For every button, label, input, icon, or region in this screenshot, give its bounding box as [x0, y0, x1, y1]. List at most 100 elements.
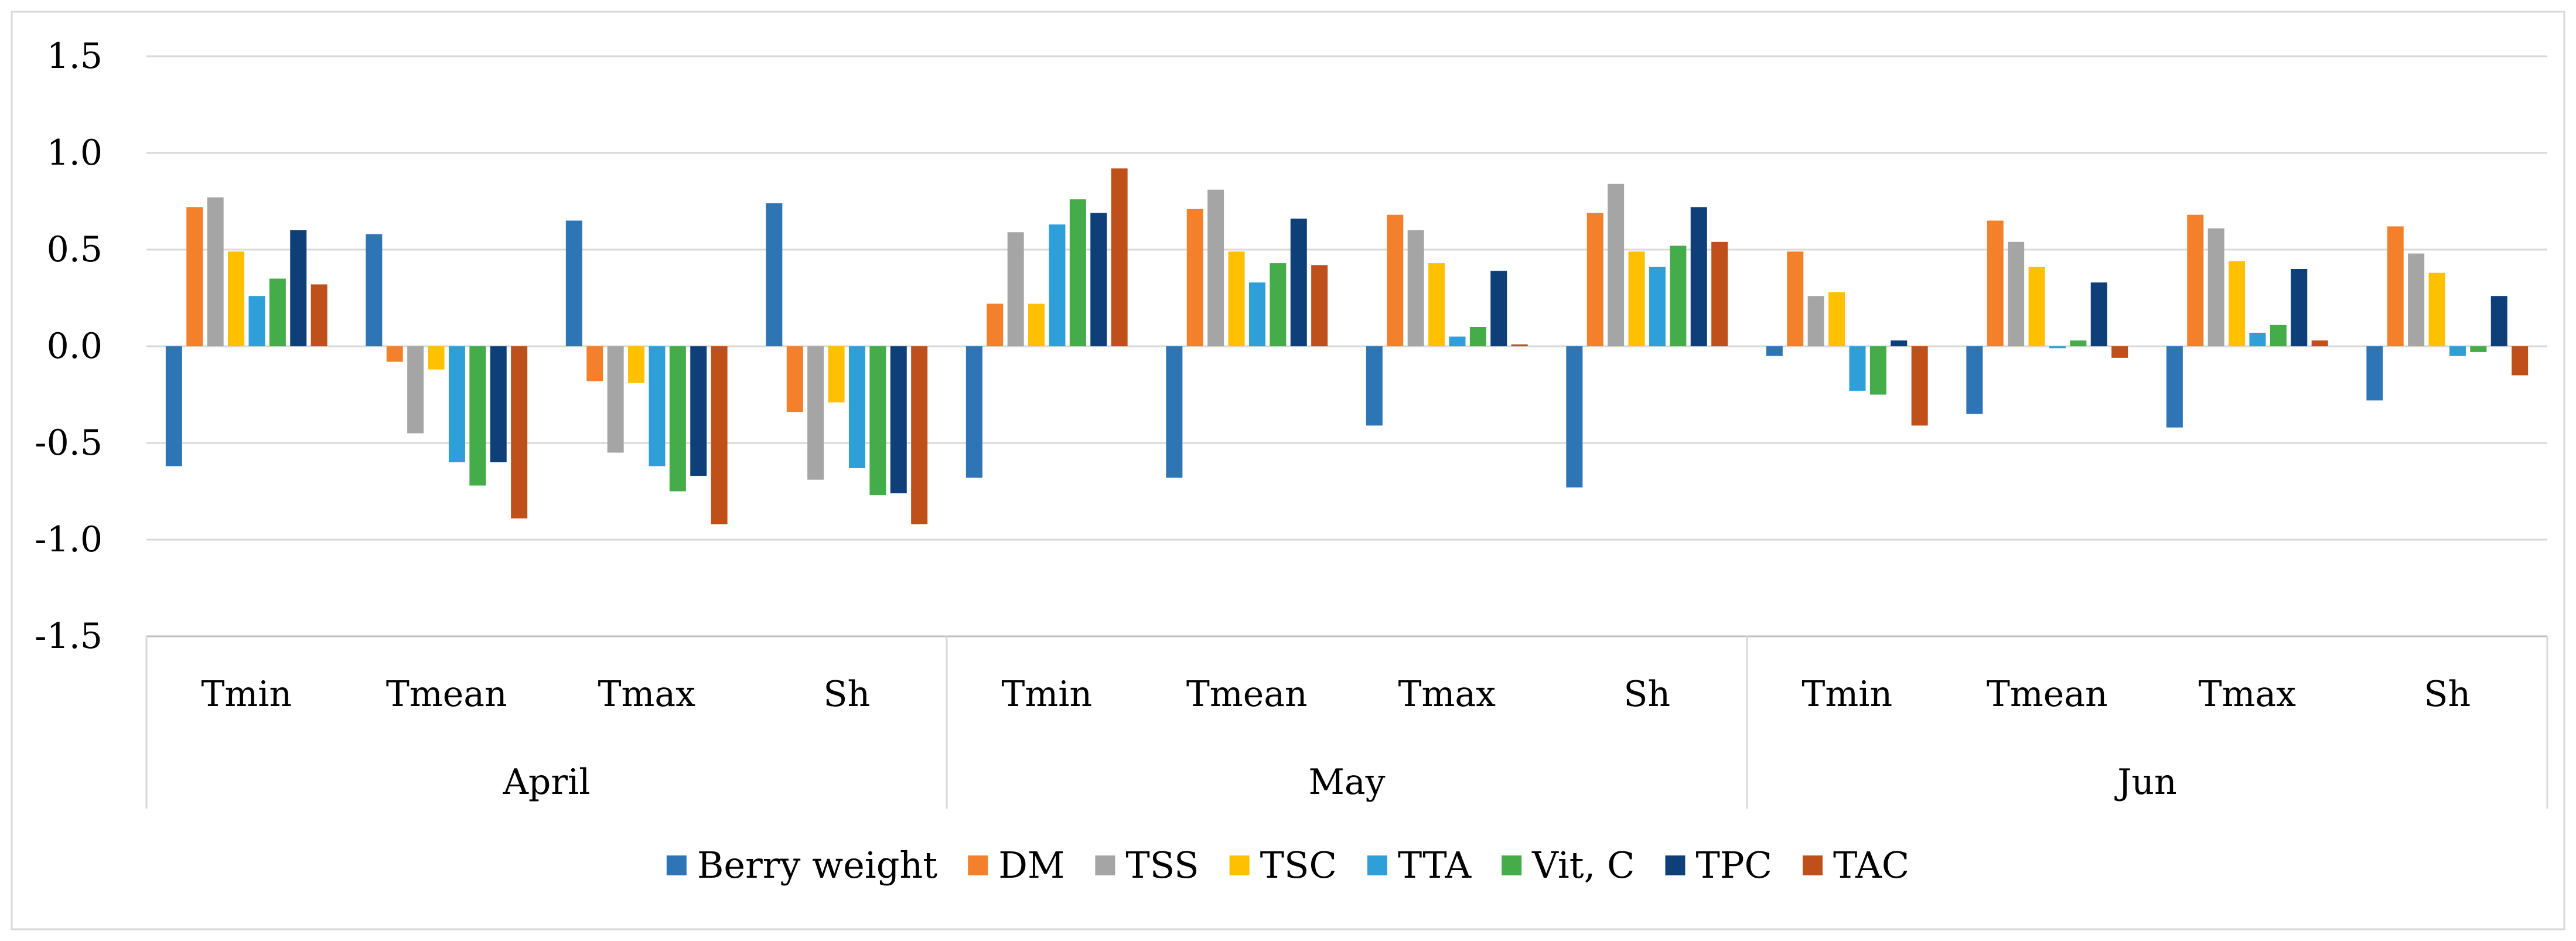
x-category-label: Tmean [1186, 674, 1308, 715]
y-tick-label: -0.5 [35, 422, 103, 463]
x-category-label: Tmax [598, 674, 695, 715]
bar [186, 207, 203, 346]
x-category-label: Tmin [1001, 674, 1092, 715]
bar [2291, 269, 2308, 346]
bar [311, 284, 327, 346]
y-tick-label: 1.5 [47, 36, 103, 77]
legend-label: Berry weight [697, 844, 937, 887]
bar [669, 346, 686, 492]
bar [2512, 346, 2529, 376]
legend-item: TTA [1367, 844, 1472, 887]
legend-swatch [1229, 855, 1250, 875]
legend-swatch [968, 855, 988, 875]
x-category-label: Sh [1623, 674, 1670, 715]
bar [248, 296, 265, 346]
bar [1228, 251, 1245, 346]
bar [1069, 199, 1086, 346]
bar [1690, 207, 1707, 346]
bar [2008, 241, 2025, 346]
bar [965, 346, 982, 478]
bar [2470, 346, 2487, 352]
bar [1766, 346, 1783, 356]
bar [1566, 346, 1583, 487]
bar [290, 230, 307, 346]
legend-swatch [1502, 855, 1522, 875]
bar [1090, 213, 1107, 346]
bar [786, 346, 803, 412]
bar [1407, 230, 1424, 346]
legend-item: Vit, C [1502, 844, 1635, 887]
legend-item: Berry weight [666, 844, 937, 887]
bar [228, 251, 245, 346]
bar [607, 346, 624, 453]
bar [2366, 346, 2383, 401]
bar [848, 346, 865, 468]
bar [1787, 251, 1804, 346]
bar [628, 346, 645, 383]
bar [2049, 346, 2066, 349]
x-group-label: Jun [2114, 762, 2176, 803]
y-tick-label: 0.5 [47, 229, 103, 270]
x-group-label: April [503, 762, 591, 803]
legend-swatch [666, 855, 687, 875]
bar [2229, 261, 2246, 346]
bar [2311, 340, 2328, 346]
bar [1007, 232, 1024, 346]
bar [1649, 267, 1666, 346]
legend-label: TPC [1695, 844, 1772, 887]
bar [690, 346, 707, 476]
bar [711, 346, 728, 524]
x-category-label: Tmean [1987, 674, 2108, 715]
bar [407, 346, 424, 434]
bar [1428, 263, 1445, 346]
legend-swatch [1802, 855, 1823, 875]
bar [1911, 346, 1928, 426]
legend-label: DM [998, 844, 1064, 887]
bar [1987, 220, 2004, 346]
bar [2449, 346, 2466, 356]
x-category-label: Tmax [1398, 674, 1496, 715]
legend-swatch [1095, 855, 1115, 875]
bar [1891, 340, 1908, 346]
legend-swatch [1665, 855, 1686, 875]
bar [1311, 265, 1328, 346]
legend: Berry weight DM TSS TSC TTA Vit, C TPC TAC [666, 844, 1909, 887]
bar [448, 346, 465, 462]
bar [207, 197, 224, 346]
bar [2408, 253, 2425, 346]
y-tick-label: -1.0 [35, 519, 103, 560]
legend-label: TSC [1260, 844, 1337, 887]
bar [1869, 346, 1886, 395]
x-category-label: Tmin [201, 674, 292, 715]
bar [2270, 325, 2287, 346]
bar [1469, 327, 1486, 346]
bar [2111, 346, 2128, 358]
x-category-label: Tmin [1802, 674, 1892, 715]
bar [1366, 346, 1383, 426]
bar [386, 346, 403, 362]
bar [2207, 228, 2224, 346]
y-tick-label: -1.5 [35, 616, 103, 657]
bar [269, 278, 286, 346]
legend-label: TTA [1398, 844, 1472, 887]
bar [987, 304, 1004, 346]
bar [2090, 282, 2107, 346]
x-group-label: May [1308, 762, 1385, 803]
bar [1248, 282, 1265, 346]
legend-item: TSC [1229, 844, 1337, 887]
bar [1186, 209, 1203, 346]
legend-item: TPC [1665, 844, 1772, 887]
x-category-label: Tmean [386, 674, 507, 715]
bar [869, 346, 886, 496]
legend-label: Vit, C [1531, 844, 1635, 887]
x-category-label: Tmax [2198, 674, 2296, 715]
chart-frame [11, 11, 2565, 930]
bar [1166, 346, 1183, 478]
bar [807, 346, 824, 480]
y-tick-label: 1.0 [47, 132, 103, 173]
bar [1387, 214, 1404, 346]
bar [2166, 346, 2183, 428]
legend-swatch [1367, 855, 1387, 875]
legend-item: TAC [1802, 844, 1909, 887]
